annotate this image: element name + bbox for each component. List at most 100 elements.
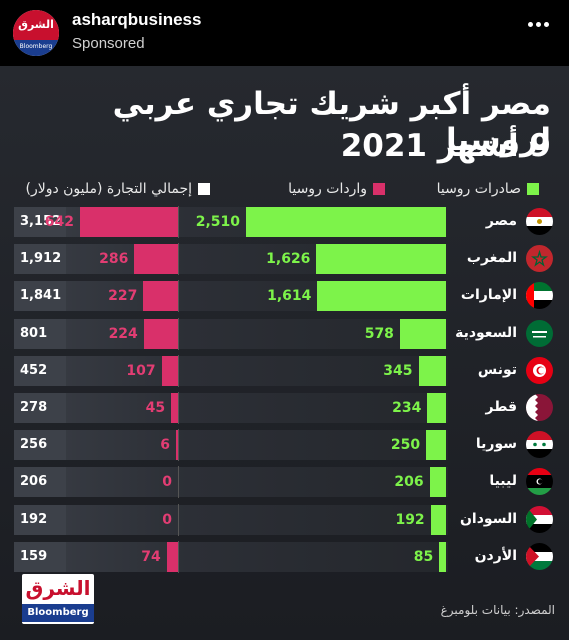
bar-divider xyxy=(178,392,179,424)
sudan-flag-icon xyxy=(526,505,553,533)
row-background xyxy=(14,504,448,535)
jordan-flag-icon xyxy=(526,542,553,570)
total-cell xyxy=(14,355,66,386)
bar-divider xyxy=(178,466,179,499)
legend-label-exports: صادرات روسيا xyxy=(436,181,521,197)
country-label: المغرب xyxy=(466,250,517,267)
legend-swatch-imports xyxy=(373,183,385,195)
uae-flag-icon xyxy=(526,282,553,310)
country-label: تونس xyxy=(477,361,517,378)
country-label: سوريا xyxy=(475,436,517,453)
legend-item-total: إجمالي التجارة (مليون دولار) xyxy=(25,181,210,197)
bar-divider xyxy=(178,540,179,573)
country-label: الإمارات xyxy=(460,287,517,304)
more-options-icon[interactable] xyxy=(525,22,551,30)
chart-row: 3,152 642 2,510 مصر xyxy=(0,206,569,238)
total-cell xyxy=(14,244,66,275)
bar-divider xyxy=(178,429,179,462)
bar-divider xyxy=(178,206,179,238)
chart-row: 1,841 227 1,614 الإمارات xyxy=(0,280,569,313)
country-label: السعودية xyxy=(455,324,517,341)
exports-bar xyxy=(427,393,446,423)
tunisia-flag-icon xyxy=(526,356,553,384)
total-label: 206 xyxy=(20,474,48,490)
total-cell xyxy=(14,504,66,535)
exports-bar xyxy=(316,244,446,275)
exports-label: 2,510 xyxy=(195,214,240,230)
footer-logo-text: الشرق xyxy=(25,576,91,600)
country-label: الأردن xyxy=(474,547,517,564)
morocco-flag-icon xyxy=(526,245,553,273)
bar-divider xyxy=(178,280,179,313)
exports-bar xyxy=(429,467,446,498)
exports-label: 345 xyxy=(383,362,413,379)
legend: صادرات روسيا واردات روسيا إجمالي التجارة… xyxy=(10,181,555,201)
exports-label: 206 xyxy=(394,474,424,491)
exports-label: 1,626 xyxy=(266,251,311,268)
imports-label: 227 xyxy=(108,288,138,305)
total-cell xyxy=(14,467,66,498)
total-cell xyxy=(14,541,66,572)
qatar-flag-icon xyxy=(526,394,553,421)
exports-bar xyxy=(430,504,446,535)
row-background xyxy=(14,430,448,461)
total-label: 452 xyxy=(20,362,48,378)
row-background xyxy=(14,467,448,498)
legend-label-total: إجمالي التجارة (مليون دولار) xyxy=(25,181,192,197)
avatar[interactable]: الشرق Bloomberg xyxy=(13,10,59,56)
legend-swatch-total xyxy=(198,183,210,195)
exports-label: 192 xyxy=(395,511,425,528)
chart-row: 801 224 578 السعودية xyxy=(0,317,569,350)
exports-bar xyxy=(418,355,446,386)
imports-label: 224 xyxy=(108,325,138,342)
row-background xyxy=(14,541,448,572)
chart-row: 278 45 234 قطر xyxy=(0,392,569,424)
sponsored-label: Sponsored xyxy=(72,35,145,52)
bar-divider xyxy=(178,317,179,350)
saudi-flag-icon xyxy=(526,319,553,347)
legend-item-exports: صادرات روسيا xyxy=(437,181,539,197)
libya-flag-icon xyxy=(526,468,553,496)
chart-row: 256 6 250 سوريا xyxy=(0,429,569,462)
exports-label: 1,614 xyxy=(267,288,312,305)
legend-item-imports: واردات روسيا xyxy=(288,181,385,197)
imports-bar xyxy=(166,541,178,572)
post-header: الشرق Bloomberg asharqbusiness Sponsored xyxy=(0,0,569,66)
total-cell xyxy=(14,393,66,423)
country-label: قطر xyxy=(485,399,517,415)
total-label: 256 xyxy=(20,437,48,453)
chart-row: 452 107 345 تونس xyxy=(0,354,569,387)
imports-bar xyxy=(134,244,178,275)
imports-label: 286 xyxy=(99,251,129,268)
row-background xyxy=(14,355,448,386)
exports-bar xyxy=(399,318,446,349)
infographic: مصر أكبر شريك تجاري عربي لروسيا 9 أشهر 2… xyxy=(0,66,569,640)
imports-label: 642 xyxy=(44,214,74,230)
footer-logo: الشرق Bloomberg xyxy=(22,574,94,624)
total-label: 801 xyxy=(20,325,48,341)
exports-label: 578 xyxy=(364,325,394,342)
exports-bar xyxy=(439,541,446,572)
egypt-flag-icon xyxy=(526,208,553,235)
exports-label: 250 xyxy=(390,437,421,454)
imports-label: 0 xyxy=(162,511,172,528)
imports-bar xyxy=(80,207,178,237)
row-background xyxy=(14,393,448,423)
total-cell xyxy=(14,207,66,237)
imports-label: 6 xyxy=(160,437,170,454)
chart-row: 192 0 192 السودان xyxy=(0,503,569,536)
total-label: 3,152 xyxy=(20,214,62,229)
bar-divider xyxy=(178,243,179,276)
account-name[interactable]: asharqbusiness xyxy=(72,10,202,29)
total-label: 159 xyxy=(20,548,48,564)
row-background xyxy=(14,318,448,349)
country-label: السودان xyxy=(459,510,517,527)
exports-label: 85 xyxy=(413,548,434,565)
exports-bar xyxy=(317,281,446,312)
chart-subtitle: 9 أشهر 2021 xyxy=(340,128,551,164)
imports-label: 74 xyxy=(141,548,161,565)
total-label: 1,912 xyxy=(20,251,62,267)
avatar-logo-text: الشرق xyxy=(13,10,59,40)
chart-title: مصر أكبر شريك تجاري عربي لروسيا xyxy=(112,86,551,158)
bar-divider xyxy=(178,503,179,536)
